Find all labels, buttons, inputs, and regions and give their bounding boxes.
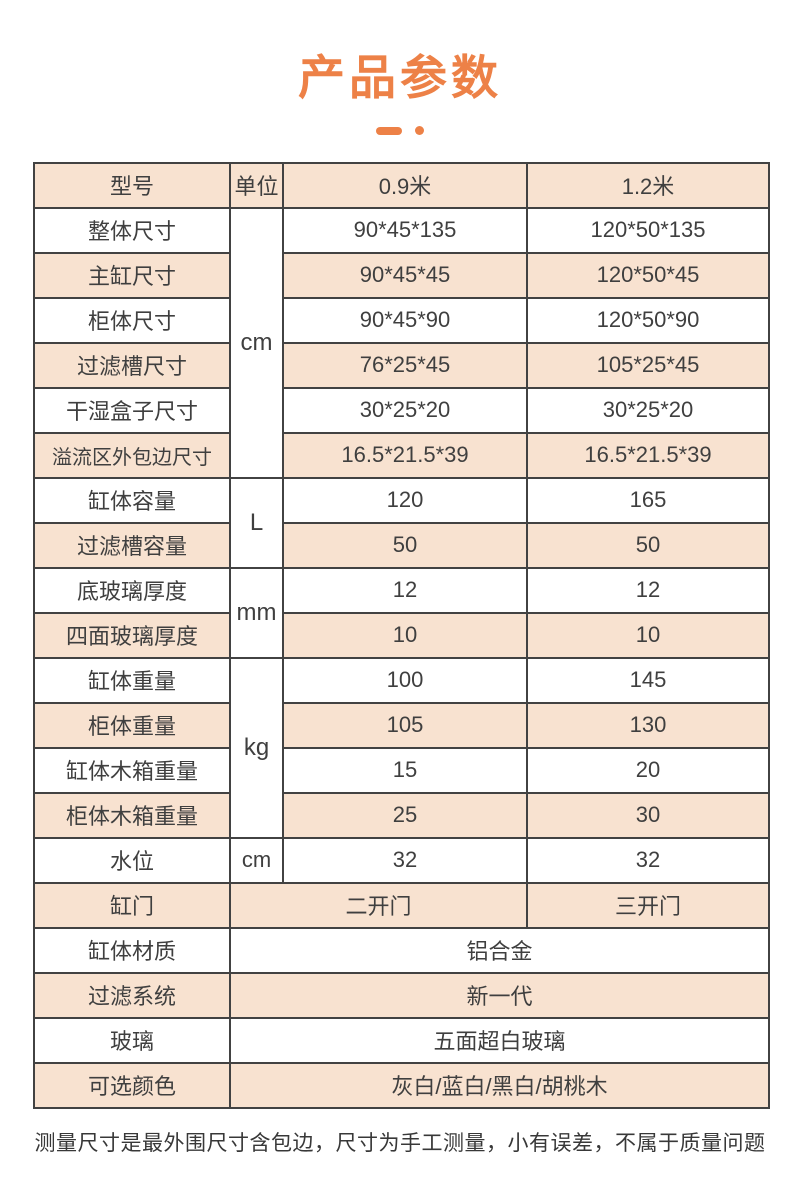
row-label: 缸体材质 [33, 926, 231, 974]
row-label: 过滤槽尺寸 [33, 341, 231, 389]
value-cell: 130 [526, 701, 770, 749]
unit-cell-mm: mm [229, 566, 284, 659]
table-row-cabinet-weight: 柜体重量 105 130 [33, 701, 770, 749]
table-row-bottom-glass-thickness: 底玻璃厚度 mm 12 12 [33, 566, 770, 659]
row-label: 缸体容量 [33, 476, 231, 524]
value-cell: 12 [526, 566, 770, 614]
title-divider [0, 126, 800, 136]
value-cell: 100 [282, 656, 528, 704]
page-title: 产品参数 [298, 51, 502, 104]
table-row-tank-weight: 缸体重量 kg 100 145 [33, 656, 770, 839]
table-row-water-level: 水位 cm 32 32 [33, 836, 770, 884]
table-row-overflow-trim-size: 溢流区外包边尺寸 16.5*21.5*39 16.5*21.5*39 [33, 431, 770, 479]
value-cell: 32 [526, 836, 770, 884]
row-label: 柜体木箱重量 [33, 791, 231, 839]
value-cell: 15 [282, 746, 528, 794]
value-cell: 105 [282, 701, 528, 749]
value-cell: 新一代 [229, 971, 770, 1019]
value-cell: 90*45*45 [282, 251, 528, 299]
table-row-tank-crate-weight: 缸体木箱重量 15 20 [33, 746, 770, 794]
value-cell: 50 [282, 521, 528, 569]
row-label: 整体尺寸 [33, 206, 231, 254]
value-cell: 76*25*45 [282, 341, 528, 389]
row-label: 可选颜色 [33, 1061, 231, 1109]
value-cell: 25 [282, 791, 528, 839]
table-row-side-glass-thickness: 四面玻璃厚度 10 10 [33, 611, 770, 659]
row-label: 缸门 [33, 881, 231, 929]
spec-table: 型号 单位 0.9米 1.2米 整体尺寸 cm 90*45*135 120*50… [33, 161, 770, 1109]
table-row-tank-capacity: 缸体容量 L 120 165 [33, 476, 770, 569]
row-label: 溢流区外包边尺寸 [33, 431, 231, 479]
value-cell: 二开门 [229, 881, 528, 929]
product-parameters-page: 产品参数 型号 单位 0.9米 1.2米 整体尺寸 cm 90*45*135 1… [0, 51, 800, 1155]
value-cell: 10 [526, 611, 770, 659]
value-cell: 灰白/蓝白/黑白/胡桃木 [229, 1061, 770, 1109]
value-cell: 五面超白玻璃 [229, 1016, 770, 1064]
header-model: 型号 [33, 161, 231, 209]
row-label: 干湿盒子尺寸 [33, 386, 231, 434]
value-cell: 16.5*21.5*39 [282, 431, 528, 479]
header-size-1-2m: 1.2米 [526, 161, 770, 209]
row-label: 玻璃 [33, 1016, 231, 1064]
value-cell: 32 [282, 836, 528, 884]
row-label: 底玻璃厚度 [33, 566, 231, 614]
row-label: 水位 [33, 836, 231, 884]
header-unit: 单位 [229, 161, 284, 209]
footer-note: 测量尺寸是最外围尺寸含包边，尺寸为手工测量，小有误差，不属于质量问题 [34, 1131, 766, 1155]
row-label: 柜体尺寸 [33, 296, 231, 344]
table-row-main-tank-size: 主缸尺寸 90*45*45 120*50*45 [33, 251, 770, 299]
value-cell: 50 [526, 521, 770, 569]
value-cell: 145 [526, 656, 770, 704]
row-label: 四面玻璃厚度 [33, 611, 231, 659]
value-cell: 30*25*20 [526, 386, 770, 434]
divider-dash-icon [376, 126, 402, 135]
value-cell: 90*45*90 [282, 296, 528, 344]
value-cell: 120*50*90 [526, 296, 770, 344]
table-row-overall-size: 整体尺寸 cm 90*45*135 120*50*135 [33, 206, 770, 479]
table-row-color-options: 可选颜色 灰白/蓝白/黑白/胡桃木 [33, 1061, 770, 1109]
value-cell: 30 [526, 791, 770, 839]
unit-cell-cm: cm [229, 206, 284, 479]
value-cell: 120*50*135 [526, 206, 770, 254]
unit-cell-cm: cm [229, 836, 284, 884]
divider-dot-icon [415, 126, 424, 136]
table-row-cabinet-size: 柜体尺寸 90*45*90 120*50*90 [33, 296, 770, 344]
unit-cell-kg: kg [229, 656, 284, 839]
value-cell: 105*25*45 [526, 341, 770, 389]
header-size-0-9m: 0.9米 [282, 161, 528, 209]
table-row-drywet-box-size: 干湿盒子尺寸 30*25*20 30*25*20 [33, 386, 770, 434]
value-cell: 铝合金 [229, 926, 770, 974]
row-label: 缸体重量 [33, 656, 231, 704]
row-label: 过滤槽容量 [33, 521, 231, 569]
table-row-tank-door: 缸门 二开门 三开门 [33, 881, 770, 929]
value-cell: 120*50*45 [526, 251, 770, 299]
table-row-filter-tank-size: 过滤槽尺寸 76*25*45 105*25*45 [33, 341, 770, 389]
value-cell: 30*25*20 [282, 386, 528, 434]
row-label: 缸体木箱重量 [33, 746, 231, 794]
table-row-cabinet-crate-weight: 柜体木箱重量 25 30 [33, 791, 770, 839]
value-cell: 10 [282, 611, 528, 659]
unit-cell-liter: L [229, 476, 284, 569]
value-cell: 90*45*135 [282, 206, 528, 254]
value-cell: 20 [526, 746, 770, 794]
table-header-row: 型号 单位 0.9米 1.2米 [33, 161, 770, 209]
row-label: 柜体重量 [33, 701, 231, 749]
table-row-glass: 玻璃 五面超白玻璃 [33, 1016, 770, 1064]
value-cell: 12 [282, 566, 528, 614]
value-cell: 16.5*21.5*39 [526, 431, 770, 479]
table-row-filter-capacity: 过滤槽容量 50 50 [33, 521, 770, 569]
row-label: 主缸尺寸 [33, 251, 231, 299]
table-row-tank-material: 缸体材质 铝合金 [33, 926, 770, 974]
row-label: 过滤系统 [33, 971, 231, 1019]
value-cell: 三开门 [526, 881, 770, 929]
table-row-filter-system: 过滤系统 新一代 [33, 971, 770, 1019]
value-cell: 165 [526, 476, 770, 524]
value-cell: 120 [282, 476, 528, 524]
